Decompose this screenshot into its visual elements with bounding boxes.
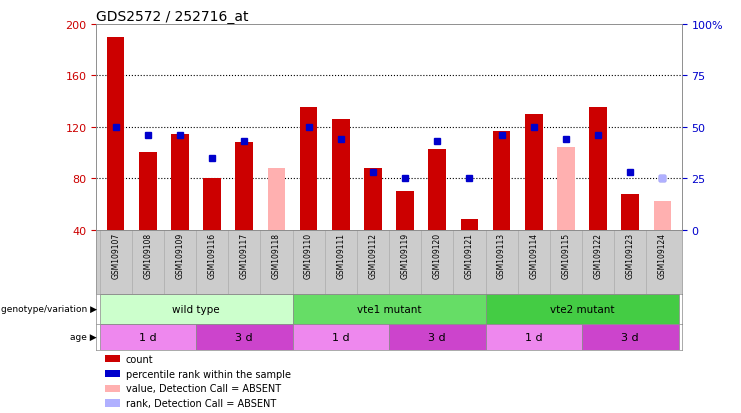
Text: GSM109118: GSM109118 [272,232,281,278]
Bar [105,399,120,406]
Text: GSM109111: GSM109111 [336,232,345,278]
Bar [654,202,671,230]
Text: GDS2572 / 252716_at: GDS2572 / 252716_at [96,10,249,24]
Bar [139,153,156,230]
Bar [203,179,221,230]
Text: GSM109109: GSM109109 [176,232,185,278]
Bar [493,131,511,230]
Text: GSM109112: GSM109112 [368,232,377,278]
Bar [99,324,196,350]
Bar [105,356,120,363]
Bar [171,135,189,230]
Bar [332,120,350,230]
Text: GSM109114: GSM109114 [529,232,538,278]
Bar [589,108,607,230]
Text: GSM109119: GSM109119 [401,232,410,278]
Text: GSM109124: GSM109124 [658,232,667,278]
Bar [461,220,478,230]
Bar [389,324,485,350]
Bar [268,169,285,230]
Text: rank, Detection Call = ABSENT: rank, Detection Call = ABSENT [126,398,276,408]
Text: GSM109113: GSM109113 [497,232,506,278]
Text: GSM109117: GSM109117 [240,232,249,278]
Text: percentile rank within the sample: percentile rank within the sample [126,369,290,379]
Text: count: count [126,354,153,364]
Text: GSM109107: GSM109107 [111,232,120,278]
Bar [525,114,542,230]
Text: age ▶: age ▶ [70,332,97,342]
Text: value, Detection Call = ABSENT: value, Detection Call = ABSENT [126,383,281,393]
Text: GSM109110: GSM109110 [304,232,313,278]
Text: 1 d: 1 d [525,332,542,342]
Text: GSM109120: GSM109120 [433,232,442,278]
Text: GSM109116: GSM109116 [207,232,216,278]
Text: 3 d: 3 d [428,332,446,342]
Bar [364,169,382,230]
Text: GSM109122: GSM109122 [594,232,602,278]
Bar [99,294,293,324]
Bar [582,324,679,350]
Bar [557,148,575,230]
Bar [293,294,485,324]
Bar [293,324,389,350]
Bar [107,38,124,230]
Text: genotype/variation ▶: genotype/variation ▶ [1,305,97,313]
Bar [105,370,120,377]
Bar [105,385,120,392]
Text: 1 d: 1 d [139,332,156,342]
Bar [300,108,317,230]
Text: GSM109108: GSM109108 [143,232,153,278]
Bar [485,324,582,350]
Bar [396,192,414,230]
Text: 3 d: 3 d [236,332,253,342]
Bar [622,194,639,230]
Text: wild type: wild type [172,304,220,314]
Text: 3 d: 3 d [622,332,639,342]
Bar [196,324,293,350]
Text: GSM109123: GSM109123 [625,232,635,278]
Text: vte1 mutant: vte1 mutant [356,304,422,314]
Text: 1 d: 1 d [332,332,350,342]
Bar [236,143,253,230]
Text: GSM109121: GSM109121 [465,232,474,278]
Bar [485,294,679,324]
Text: vte2 mutant: vte2 mutant [550,304,614,314]
Bar [428,149,446,230]
Text: GSM109115: GSM109115 [562,232,571,278]
